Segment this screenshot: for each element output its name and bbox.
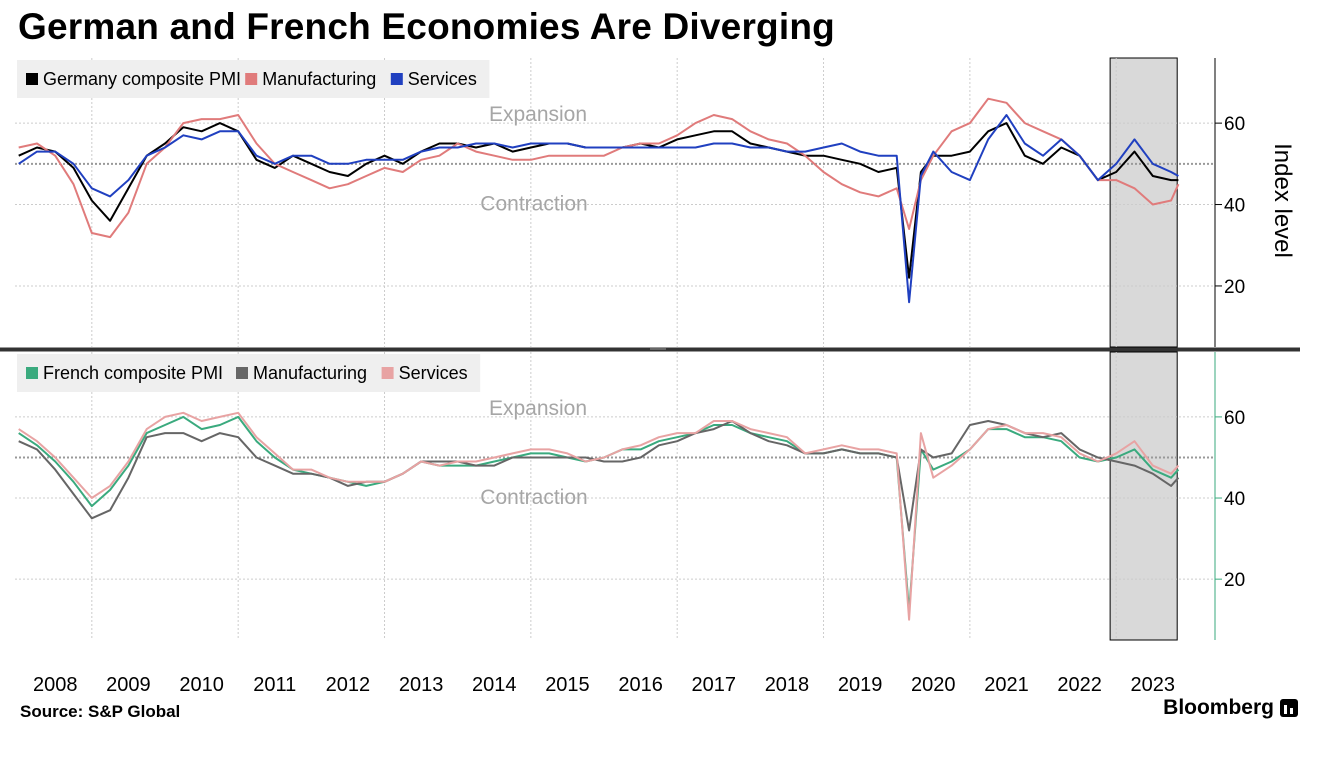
legend-swatch-top-2 xyxy=(390,73,403,85)
y-tick-label-bottom: 60 xyxy=(1224,408,1245,429)
legend-label-top-2: Services xyxy=(408,69,477,89)
x-tick-label: 2015 xyxy=(545,674,590,696)
legend-label-top-1: Manufacturing xyxy=(262,69,376,89)
x-tick-label: 2010 xyxy=(179,674,224,696)
y-tick-label-top: 60 xyxy=(1224,114,1245,135)
series-line-top-1 xyxy=(18,97,1180,239)
x-tick-label: 2012 xyxy=(326,674,371,696)
brand-name: Bloomberg xyxy=(1163,696,1274,719)
x-tick-label: 2019 xyxy=(838,674,883,696)
shaded-period-top xyxy=(1109,57,1178,348)
series-line-bottom-0 xyxy=(18,415,1180,613)
x-tick-label: 2022 xyxy=(1057,674,1102,696)
annotation-contraction-top: Contraction xyxy=(480,193,587,216)
bloomberg-terminal-icon xyxy=(1280,699,1298,717)
source-note: Source: S&P Global xyxy=(20,702,181,721)
x-tick-label: 2013 xyxy=(399,674,444,696)
annotation-expansion-top: Expansion xyxy=(489,103,587,126)
brand-logo: Bloomberg xyxy=(1163,696,1298,720)
x-tick-label: 2016 xyxy=(618,674,663,696)
series-line-bottom-1 xyxy=(18,420,1180,532)
y-tick-label-top: 20 xyxy=(1224,277,1245,298)
legend-label-bottom-1: Manufacturing xyxy=(253,363,367,383)
annotation-expansion-bottom: Expansion xyxy=(489,397,587,420)
series-line-top-2 xyxy=(18,114,1179,304)
legend-label-top-0: Germany composite PMI xyxy=(43,69,241,89)
x-tick-label: 2014 xyxy=(472,674,517,696)
legend-swatch-top-1 xyxy=(245,73,258,85)
annotation-contraction-bottom: Contraction xyxy=(480,486,587,509)
x-tick-label: 2017 xyxy=(692,674,737,696)
shaded-period-bottom xyxy=(1109,351,1178,641)
y-tick-label-bottom: 40 xyxy=(1224,489,1245,510)
legend-swatch-top-0 xyxy=(26,73,38,85)
legend-label-bottom-2: Services xyxy=(399,363,468,383)
y-axis-label: Index level xyxy=(1269,143,1296,258)
chart-title: German and French Economies Are Divergin… xyxy=(18,6,835,47)
legend-box-bottom xyxy=(17,354,481,392)
x-tick-label: 2020 xyxy=(911,674,956,696)
x-tick-label: 2018 xyxy=(765,674,810,696)
legend-label-bottom-0: French composite PMI xyxy=(43,363,223,383)
legend-swatch-bottom-1 xyxy=(236,367,248,379)
y-tick-label-top: 40 xyxy=(1224,196,1245,217)
y-tick-label-bottom: 20 xyxy=(1224,570,1245,591)
x-tick-label: 2021 xyxy=(984,674,1029,696)
series-line-bottom-2 xyxy=(18,411,1180,621)
legend-swatch-bottom-0 xyxy=(26,367,38,379)
x-tick-label: 2008 xyxy=(33,674,78,696)
legend-swatch-bottom-2 xyxy=(381,367,394,379)
x-tick-label: 2009 xyxy=(106,674,151,696)
x-tick-label: 2023 xyxy=(1131,674,1176,696)
series-line-top-0 xyxy=(18,122,1179,279)
x-tick-label: 2011 xyxy=(253,674,296,696)
